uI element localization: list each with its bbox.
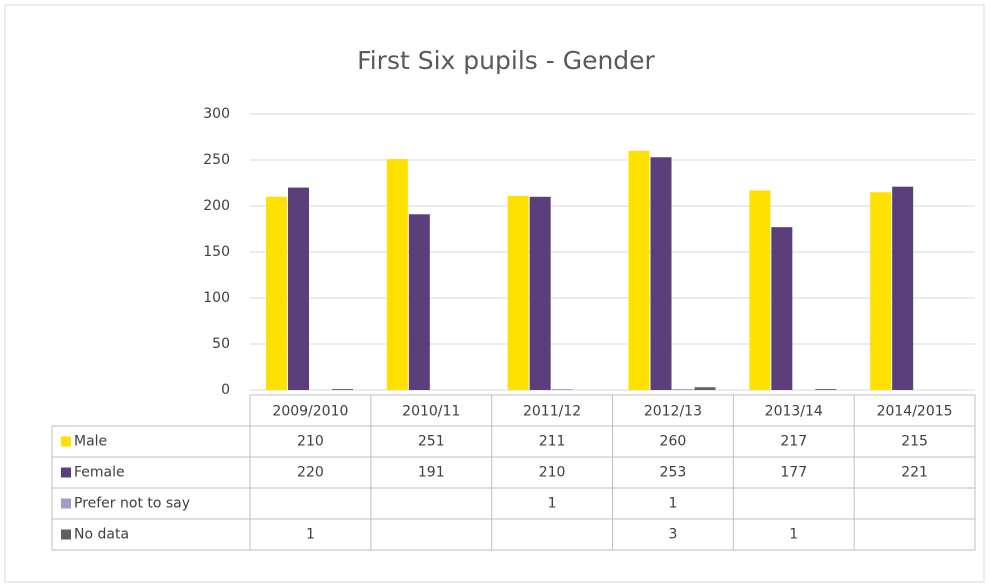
chart-title: First Six pupils - Gender <box>357 46 655 75</box>
data-table-value: 1 <box>668 496 677 512</box>
bar <box>628 150 650 390</box>
x-tick-label: 2014/2015 <box>877 404 953 420</box>
data-table-value: 217 <box>780 434 807 450</box>
bar <box>408 214 430 390</box>
legend-key <box>61 436 71 447</box>
bar <box>529 196 551 390</box>
data-table-value: 211 <box>539 434 566 450</box>
bar <box>694 387 716 390</box>
x-tick-label: 2010/11 <box>402 404 460 420</box>
data-table-value: 220 <box>297 465 324 481</box>
data-table-value: 210 <box>539 465 566 481</box>
bar <box>266 196 287 390</box>
data-table-value: 1 <box>306 527 315 543</box>
legend-label: Female <box>74 465 125 481</box>
x-tick-label: 2013/14 <box>765 404 823 420</box>
data-table-value: 221 <box>901 465 928 481</box>
y-tick-label: 300 <box>203 106 230 122</box>
data-table-value: 1 <box>789 527 798 543</box>
y-tick-label: 250 <box>203 152 230 168</box>
legend-label: Prefer not to say <box>74 496 190 512</box>
bar <box>870 192 892 390</box>
legend-label: No data <box>74 527 129 543</box>
data-table-value: 177 <box>780 465 807 481</box>
bar <box>507 195 529 390</box>
bar <box>749 190 771 390</box>
x-tick-label: 2011/12 <box>523 404 581 420</box>
y-tick-label: 50 <box>212 336 230 352</box>
data-table-value: 191 <box>418 465 445 481</box>
bar <box>386 159 408 390</box>
bar <box>288 187 309 390</box>
bar <box>332 389 353 390</box>
data-table-value: 251 <box>418 434 445 450</box>
bar <box>771 227 793 390</box>
y-tick-label: 100 <box>203 290 230 306</box>
bar <box>672 389 694 390</box>
legend-key <box>61 529 71 540</box>
data-table-value: 210 <box>297 434 324 450</box>
bar <box>815 389 837 390</box>
y-tick-label: 200 <box>203 198 230 214</box>
y-tick-label: 150 <box>203 244 230 260</box>
data-table-value: 215 <box>901 434 928 450</box>
data-table-value: 1 <box>548 496 557 512</box>
legend-label: Male <box>74 434 107 450</box>
bar <box>892 186 914 390</box>
bar <box>650 157 672 390</box>
legend-key <box>61 467 71 478</box>
x-tick-label: 2012/13 <box>644 404 702 420</box>
x-tick-label: 2009/2010 <box>272 404 348 420</box>
y-tick-label: 0 <box>221 382 230 398</box>
data-table-value: 3 <box>668 527 677 543</box>
bar <box>551 389 573 390</box>
data-table-value: 260 <box>660 434 687 450</box>
chart-border <box>4 4 985 583</box>
data-table-value: 253 <box>660 465 687 481</box>
legend-key <box>61 498 71 509</box>
